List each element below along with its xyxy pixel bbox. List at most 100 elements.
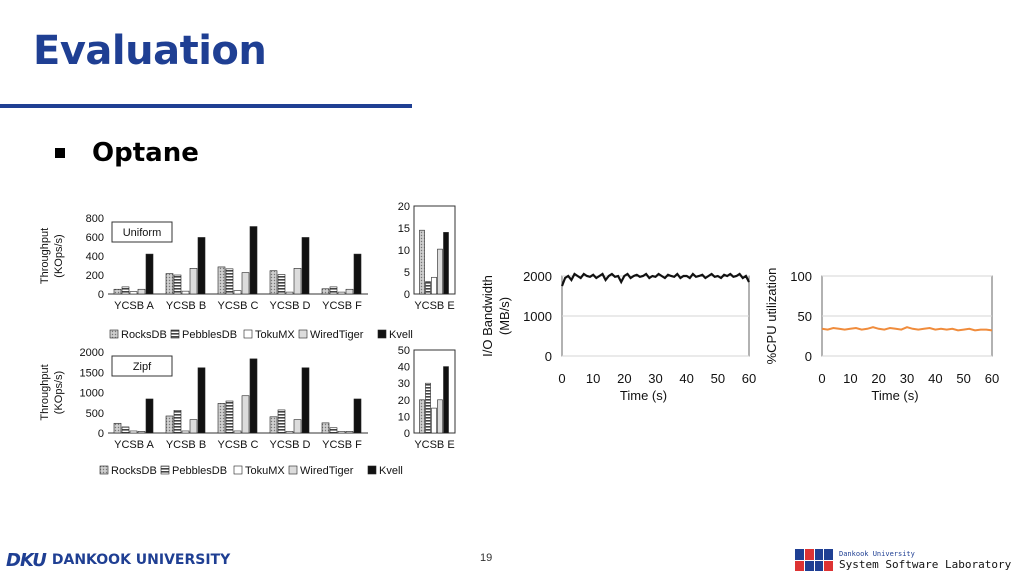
bar xyxy=(353,253,362,295)
x-tick-label: 40 xyxy=(679,371,693,386)
y-tick-label: 40 xyxy=(398,362,410,374)
bar xyxy=(217,403,226,434)
y-tick-label: 200 xyxy=(86,270,104,282)
bar xyxy=(121,286,130,295)
bar xyxy=(337,431,346,434)
category-label: YCSB F xyxy=(322,300,362,312)
legend-label: RocksDB xyxy=(121,329,167,341)
y-tick-label: 100 xyxy=(790,269,812,284)
bar xyxy=(197,367,206,434)
panel-label: Zipf xyxy=(133,361,152,373)
y-tick-label: 20 xyxy=(398,395,410,407)
legend-label: TokuMX xyxy=(255,329,295,341)
university-logo: DKU DANKOOK UNIVERSITY xyxy=(6,550,230,571)
x-tick-label: 10 xyxy=(586,371,600,386)
y-tick-label: 0 xyxy=(404,289,410,301)
legend-label: PebblesDB xyxy=(182,329,237,341)
legend-label: RocksDB xyxy=(111,465,157,477)
lab-logo-icon xyxy=(795,549,833,571)
bar xyxy=(113,288,122,295)
category-label: YCSB A xyxy=(114,300,154,312)
slide-title: Evaluation xyxy=(33,28,267,74)
bar xyxy=(301,367,310,434)
category-label: YCSB C xyxy=(218,300,259,312)
category-label: YCSB F xyxy=(322,439,362,451)
bar xyxy=(285,431,294,434)
y-tick-label: 600 xyxy=(86,232,104,244)
y-tick-label: 0 xyxy=(805,349,812,364)
bar xyxy=(437,399,443,434)
bar xyxy=(189,419,198,434)
y-tick-label: 15 xyxy=(398,223,410,235)
y-axis-label: (MB/s) xyxy=(497,297,512,335)
category-label: YCSB E xyxy=(414,439,454,451)
x-tick-label: 20 xyxy=(617,371,631,386)
legend-swatch xyxy=(233,465,243,475)
bar xyxy=(249,226,258,295)
bar xyxy=(173,410,182,434)
y-tick-label: 10 xyxy=(398,245,410,257)
y-axis-label: Throughput xyxy=(39,228,51,284)
bar xyxy=(173,274,182,295)
legend-swatch xyxy=(298,329,308,339)
y-tick-label: 2000 xyxy=(523,269,552,284)
legend-label: Kvell xyxy=(389,329,413,341)
x-axis-label: Time (s) xyxy=(871,388,918,403)
bar xyxy=(269,416,278,434)
category-label: YCSB D xyxy=(270,300,311,312)
y-tick-label: 50 xyxy=(798,309,812,324)
section-heading: Optane xyxy=(92,138,199,168)
bar xyxy=(277,409,286,434)
y-axis-label: I/O Bandwidth xyxy=(480,275,495,357)
y-axis-label: %CPU utilization xyxy=(764,268,779,365)
legend-label: TokuMX xyxy=(245,465,285,477)
bar xyxy=(241,272,250,295)
bar xyxy=(113,422,122,434)
bar xyxy=(145,398,154,434)
x-tick-label: 30 xyxy=(648,371,662,386)
bar xyxy=(437,248,443,295)
bar xyxy=(419,229,425,295)
panel-label-box xyxy=(111,221,173,243)
bar xyxy=(129,430,138,434)
y-tick-label: 1500 xyxy=(80,367,104,379)
category-label: YCSB A xyxy=(114,439,154,451)
legend-label: PebblesDB xyxy=(172,465,227,477)
bar xyxy=(345,288,354,295)
x-tick-label: 60 xyxy=(742,371,756,386)
legend-swatch xyxy=(367,465,377,475)
bar xyxy=(241,395,250,434)
bar xyxy=(345,431,354,434)
panel-label: Uniform xyxy=(123,227,162,239)
bar xyxy=(329,427,338,434)
y-tick-label: 20 xyxy=(398,201,410,213)
bar xyxy=(321,288,330,295)
bar xyxy=(137,431,146,434)
legend-label: Kvell xyxy=(379,465,403,477)
x-tick-label: 0 xyxy=(558,371,565,386)
lab-logo: Dankook University System Software Labor… xyxy=(795,547,1011,573)
x-tick-label: 10 xyxy=(843,371,857,386)
lab-university-label: Dankook University xyxy=(839,549,915,558)
y-tick-label: 0 xyxy=(545,349,552,364)
bar xyxy=(443,366,449,434)
page-number: 19 xyxy=(480,552,493,564)
y-tick-label: 1000 xyxy=(523,309,552,324)
bar xyxy=(225,268,234,295)
bar xyxy=(181,430,190,434)
bar xyxy=(165,273,174,295)
y-tick-label: 0 xyxy=(404,428,410,440)
bar xyxy=(217,266,226,295)
x-tick-label: 40 xyxy=(928,371,942,386)
legend-label: WiredTiger xyxy=(300,465,354,477)
bar xyxy=(425,382,431,434)
bar xyxy=(121,426,130,434)
y-tick-label: 2000 xyxy=(80,347,104,359)
bar xyxy=(293,419,302,434)
category-label: YCSB B xyxy=(166,300,206,312)
x-tick-label: 60 xyxy=(985,371,999,386)
bar xyxy=(269,270,278,295)
y-tick-label: 500 xyxy=(86,408,104,420)
bar xyxy=(431,407,437,434)
